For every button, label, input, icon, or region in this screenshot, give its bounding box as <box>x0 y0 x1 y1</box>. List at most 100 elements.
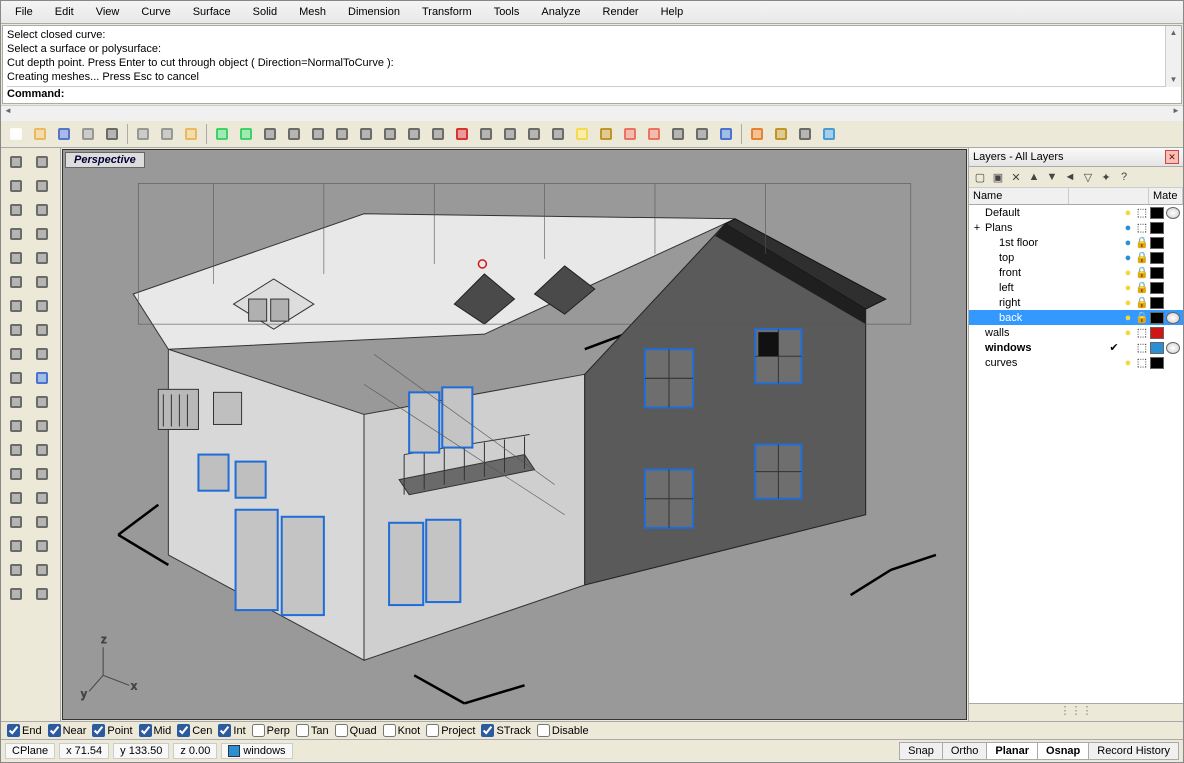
ellipse-icon[interactable] <box>29 246 55 270</box>
spiral-icon[interactable] <box>3 222 29 246</box>
osnap-near[interactable]: Near <box>48 724 87 737</box>
zoom-prev-icon[interactable] <box>379 123 401 145</box>
sphere-wire-icon[interactable] <box>691 123 713 145</box>
pt4-icon[interactable] <box>29 150 55 174</box>
poly-icon[interactable] <box>29 294 55 318</box>
menu-render[interactable]: Render <box>593 3 649 21</box>
osnap-quad[interactable]: Quad <box>335 724 377 737</box>
curve2-icon[interactable] <box>29 198 55 222</box>
panel-close-icon[interactable]: ✕ <box>1165 150 1179 164</box>
cone-icon[interactable] <box>29 390 55 414</box>
render-icon[interactable] <box>499 123 521 145</box>
osnap-knot[interactable]: Knot <box>383 724 421 737</box>
help-layer-icon[interactable]: ? <box>1117 170 1131 184</box>
osnap-point[interactable]: Point <box>92 724 132 737</box>
zoom-sel-icon[interactable] <box>355 123 377 145</box>
osnap-strack[interactable]: STrack <box>481 724 530 737</box>
layer-row-curves[interactable]: curves●⬚ <box>969 355 1183 370</box>
up-icon[interactable]: ▲ <box>1027 170 1041 184</box>
layer-row-front[interactable]: front●🔒 <box>969 265 1183 280</box>
layer-row-default[interactable]: Default●⬚ <box>969 205 1183 220</box>
srf-edge-icon[interactable] <box>3 342 29 366</box>
viewport-perspective[interactable]: Perspective <box>62 149 967 720</box>
render-s-icon[interactable] <box>29 582 55 606</box>
lock-icon[interactable] <box>595 123 617 145</box>
layers-list[interactable]: Default●⬚+Plans●⬚1st floor●🔒top●🔒front●🔒… <box>969 205 1183 703</box>
copy-icon[interactable] <box>156 123 178 145</box>
arc-icon[interactable] <box>3 270 29 294</box>
light-icon[interactable] <box>571 123 593 145</box>
rect-icon[interactable] <box>3 294 29 318</box>
render-v-icon[interactable] <box>3 582 29 606</box>
osnap-disable[interactable]: Disable <box>537 724 589 737</box>
arc2-icon[interactable] <box>29 270 55 294</box>
line2-icon[interactable] <box>29 174 55 198</box>
viewport-label[interactable]: Perspective <box>65 152 145 168</box>
srf-pts-icon[interactable] <box>29 318 55 342</box>
menu-dimension[interactable]: Dimension <box>338 3 410 21</box>
osnap-cen[interactable]: Cen <box>177 724 212 737</box>
menu-analyze[interactable]: Analyze <box>531 3 590 21</box>
cplane2-icon[interactable] <box>29 558 55 582</box>
grid-icon[interactable] <box>427 123 449 145</box>
arrow-icon[interactable] <box>3 150 29 174</box>
menu-solid[interactable]: Solid <box>243 3 287 21</box>
split-icon[interactable] <box>3 486 29 510</box>
extrude2-icon[interactable] <box>29 414 55 438</box>
trim-icon[interactable] <box>29 462 55 486</box>
rotate-icon[interactable] <box>403 123 425 145</box>
print-icon[interactable] <box>77 123 99 145</box>
hide-icon[interactable] <box>523 123 545 145</box>
zoom-in-icon[interactable] <box>307 123 329 145</box>
cut-icon[interactable] <box>132 123 154 145</box>
gear-icon[interactable] <box>3 414 29 438</box>
osnap-end[interactable]: End <box>7 724 42 737</box>
zoom-extents-icon[interactable] <box>331 123 353 145</box>
shade-icon[interactable] <box>475 123 497 145</box>
undo-icon[interactable] <box>211 123 233 145</box>
left-icon[interactable]: ◄ <box>1063 170 1077 184</box>
menu-edit[interactable]: Edit <box>45 3 84 21</box>
status-toggle-osnap[interactable]: Osnap <box>1037 742 1089 760</box>
layer-row-windows[interactable]: windows✔⬚ <box>969 340 1183 355</box>
sphere-icon[interactable] <box>715 123 737 145</box>
sphere-icon[interactable] <box>29 366 55 390</box>
menu-curve[interactable]: Curve <box>131 3 180 21</box>
extrude-icon[interactable] <box>29 342 55 366</box>
open-icon[interactable] <box>29 123 51 145</box>
menu-tools[interactable]: Tools <box>484 3 530 21</box>
new-icon[interactable] <box>5 123 27 145</box>
osnap-perp[interactable]: Perp <box>252 724 290 737</box>
tools-icon[interactable]: ✦ <box>1099 170 1113 184</box>
osnap-tan[interactable]: Tan <box>296 724 329 737</box>
layer-row-plans[interactable]: +Plans●⬚ <box>969 220 1183 235</box>
layer-row-top[interactable]: top●🔒 <box>969 250 1183 265</box>
leader-icon[interactable] <box>29 534 55 558</box>
car-icon[interactable] <box>451 123 473 145</box>
color-icon[interactable] <box>643 123 665 145</box>
help-icon[interactable] <box>818 123 840 145</box>
status-toggle-snap[interactable]: Snap <box>899 742 943 760</box>
array-icon[interactable] <box>3 438 29 462</box>
command-input[interactable] <box>64 87 1177 101</box>
flag-icon[interactable] <box>746 123 768 145</box>
curve-icon[interactable] <box>3 198 29 222</box>
paste-icon[interactable] <box>180 123 202 145</box>
srf-corner-icon[interactable] <box>3 318 29 342</box>
show-icon[interactable] <box>547 123 569 145</box>
cylinder-icon[interactable] <box>3 390 29 414</box>
status-layer[interactable]: windows <box>221 743 292 759</box>
down-icon[interactable]: ▼ <box>1045 170 1059 184</box>
options-icon[interactable] <box>770 123 792 145</box>
menu-transform[interactable]: Transform <box>412 3 482 21</box>
panel-grip[interactable]: ⋮⋮⋮ <box>969 703 1183 721</box>
mirror-icon[interactable] <box>29 438 55 462</box>
annotate-icon[interactable] <box>3 534 29 558</box>
layer-row-right[interactable]: right●🔒 <box>969 295 1183 310</box>
box-icon[interactable] <box>3 366 29 390</box>
dim-icon[interactable] <box>29 510 55 534</box>
filter-icon[interactable]: ▽ <box>1081 170 1095 184</box>
zoom-target-icon[interactable] <box>283 123 305 145</box>
menu-surface[interactable]: Surface <box>183 3 241 21</box>
tree-icon[interactable] <box>794 123 816 145</box>
